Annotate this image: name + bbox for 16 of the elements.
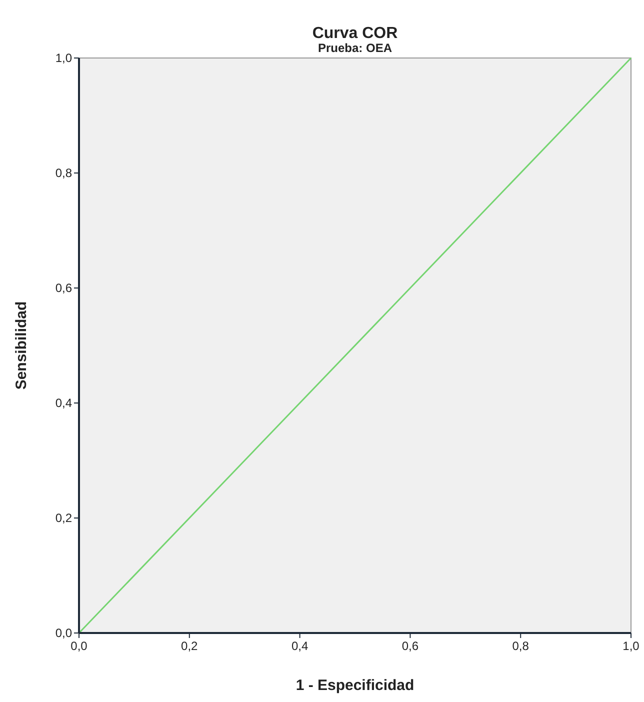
- x-tick-label: 0,0: [70, 639, 88, 653]
- y-tick-label: 0,8: [55, 166, 72, 180]
- x-tick-label: 0,6: [402, 639, 419, 653]
- chart-title: Curva COR: [312, 25, 398, 42]
- chart-subtitle: Prueba: OEA: [318, 41, 392, 55]
- x-tick-label: 0,4: [291, 639, 308, 653]
- x-tick-label: 0,8: [512, 639, 530, 653]
- y-axis-title: Sensibilidad: [13, 301, 30, 390]
- y-tick-label: 1,0: [55, 51, 72, 65]
- y-tick-label: 0,6: [55, 281, 72, 295]
- y-tick-label: 0,2: [55, 511, 72, 525]
- y-tick-label: 0,4: [55, 396, 72, 410]
- x-tick-label: 0,2: [181, 639, 198, 653]
- x-axis-title: 1 - Especificidad: [296, 677, 414, 694]
- y-tick-label: 0,0: [55, 626, 72, 640]
- x-tick-label: 1,0: [622, 639, 640, 653]
